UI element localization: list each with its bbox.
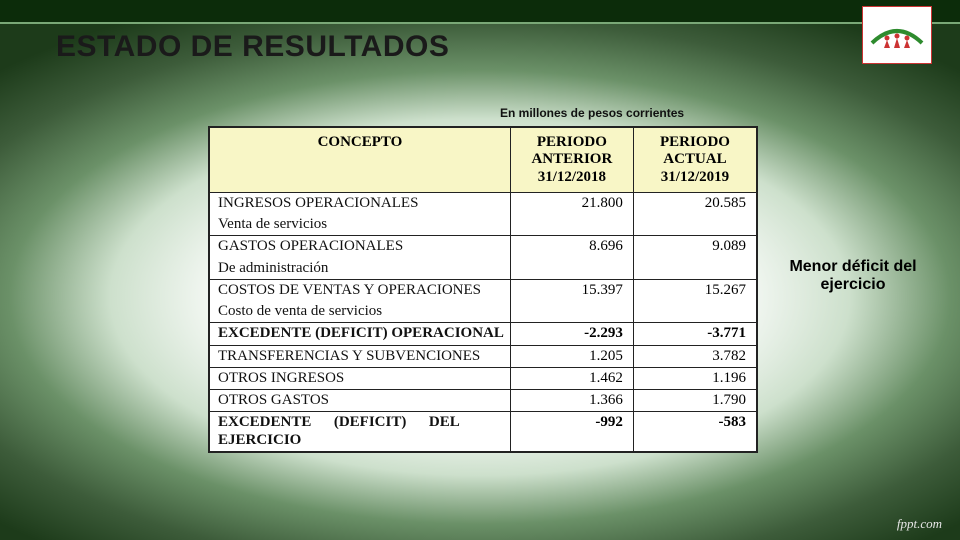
row-label: EXCEDENTE (DEFICIT) DEL EJERCICIO: [210, 412, 511, 452]
table-row: EXCEDENTE (DEFICIT) DEL EJERCICIO-992-58…: [210, 412, 757, 452]
row-prev-empty: [510, 301, 633, 323]
table-caption: En millones de pesos corrientes: [500, 106, 684, 120]
table-row: INGRESOS OPERACIONALES21.80020.585: [210, 192, 757, 214]
table-row-sub: De administración: [210, 258, 757, 280]
annotation-text: Menor déficit del ejercicio: [768, 258, 938, 294]
row-prev-value: 21.800: [510, 192, 633, 214]
row-prev-empty: [510, 214, 633, 236]
row-curr-value: -583: [633, 412, 756, 452]
row-sublabel: Costo de venta de servicios: [210, 301, 511, 323]
row-curr-value: 1.196: [633, 367, 756, 389]
col-curr-header: PERIODO ACTUAL 31/12/2019: [633, 128, 756, 193]
col-prev-header: PERIODO ANTERIOR 31/12/2018: [510, 128, 633, 193]
table-row: COSTOS DE VENTAS Y OPERACIONES15.39715.2…: [210, 279, 757, 301]
top-bar: [0, 0, 960, 24]
row-curr-value: 9.089: [633, 236, 756, 258]
row-label: OTROS GASTOS: [210, 390, 511, 412]
row-curr-value: 15.267: [633, 279, 756, 301]
row-prev-value: -2.293: [510, 323, 633, 345]
row-label: TRANSFERENCIAS Y SUBVENCIONES: [210, 345, 511, 367]
row-curr-value: 1.790: [633, 390, 756, 412]
table-header-row: CONCEPTO PERIODO ANTERIOR 31/12/2018 PER…: [210, 128, 757, 193]
row-prev-value: 1.205: [510, 345, 633, 367]
table-row: OTROS GASTOS1.3661.790: [210, 390, 757, 412]
row-prev-value: 1.462: [510, 367, 633, 389]
row-prev-value: 15.397: [510, 279, 633, 301]
row-prev-value: -992: [510, 412, 633, 452]
row-curr-empty: [633, 301, 756, 323]
row-curr-value: 3.782: [633, 345, 756, 367]
row-curr-empty: [633, 214, 756, 236]
col-concept-header: CONCEPTO: [210, 128, 511, 193]
table-row: GASTOS OPERACIONALES8.6969.089: [210, 236, 757, 258]
row-sublabel: De administración: [210, 258, 511, 280]
income-statement-table: CONCEPTO PERIODO ANTERIOR 31/12/2018 PER…: [208, 126, 758, 453]
row-prev-empty: [510, 258, 633, 280]
row-curr-value: 20.585: [633, 192, 756, 214]
footer-credit: fppt.com: [897, 516, 942, 532]
table-row-sub: Venta de servicios: [210, 214, 757, 236]
table-row: EXCEDENTE (DEFICIT) OPERACIONAL-2.293-3.…: [210, 323, 757, 345]
page-title: ESTADO DE RESULTADOS: [56, 30, 449, 64]
row-label: COSTOS DE VENTAS Y OPERACIONES: [210, 279, 511, 301]
people-arc-logo-icon: [867, 15, 927, 55]
row-label: EXCEDENTE (DEFICIT) OPERACIONAL: [210, 323, 511, 345]
row-sublabel: Venta de servicios: [210, 214, 511, 236]
table-row: OTROS INGRESOS1.4621.196: [210, 367, 757, 389]
logo: [862, 6, 932, 64]
row-prev-value: 8.696: [510, 236, 633, 258]
table-row: TRANSFERENCIAS Y SUBVENCIONES1.2053.782: [210, 345, 757, 367]
row-label: GASTOS OPERACIONALES: [210, 236, 511, 258]
row-curr-empty: [633, 258, 756, 280]
row-prev-value: 1.366: [510, 390, 633, 412]
table-row-sub: Costo de venta de servicios: [210, 301, 757, 323]
row-label: OTROS INGRESOS: [210, 367, 511, 389]
row-label: INGRESOS OPERACIONALES: [210, 192, 511, 214]
row-curr-value: -3.771: [633, 323, 756, 345]
